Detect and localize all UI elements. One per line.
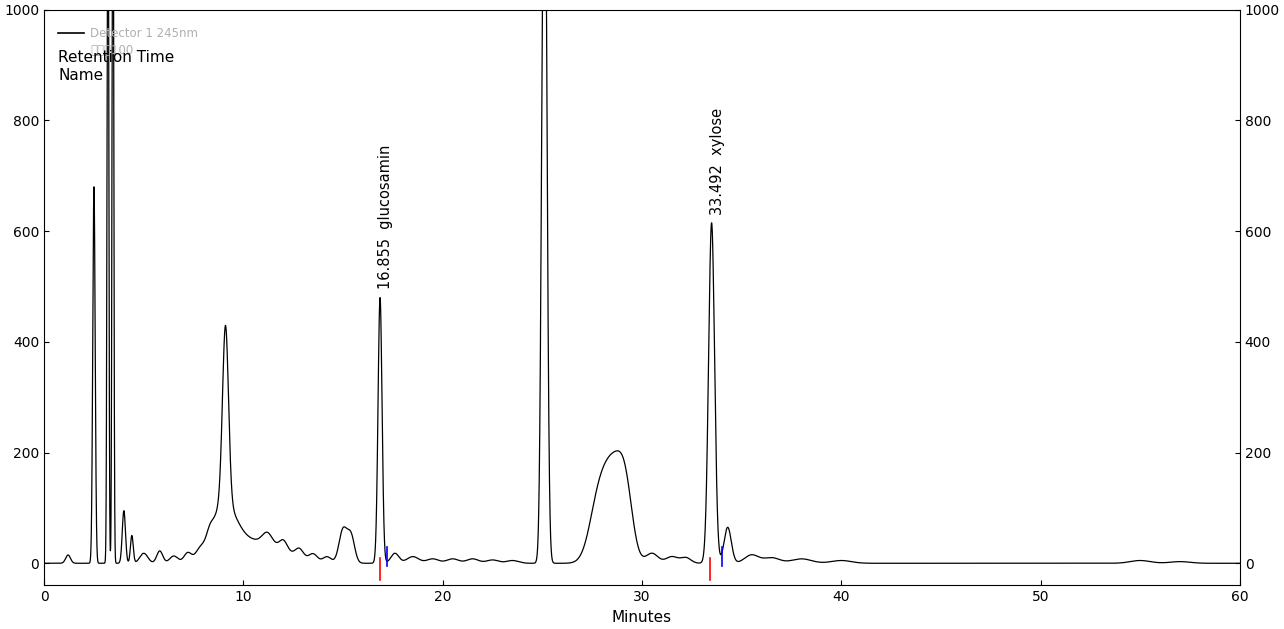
Text: 16.855  glucosamin: 16.855 glucosamin <box>377 145 393 289</box>
Text: Detector 1 245nm
밀가루100: Detector 1 245nm 밀가루100 <box>90 28 198 57</box>
Text: Name: Name <box>58 68 103 83</box>
X-axis label: Minutes: Minutes <box>612 610 672 625</box>
Text: 33.492  xylose: 33.492 xylose <box>710 108 725 214</box>
Text: Retention Time: Retention Time <box>58 50 175 65</box>
